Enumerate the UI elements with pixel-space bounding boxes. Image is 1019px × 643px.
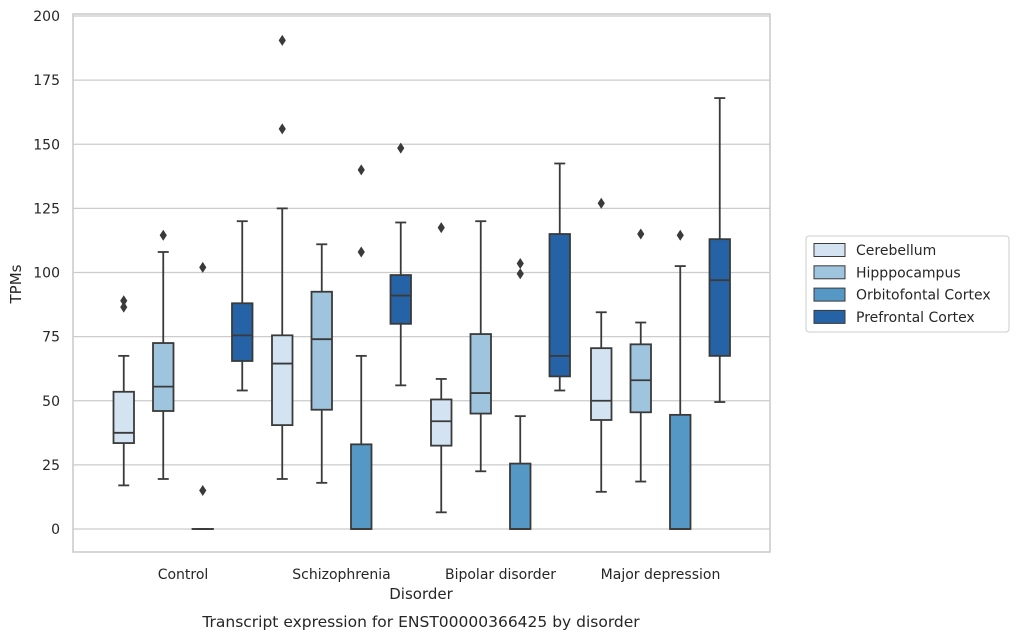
grid-layer xyxy=(73,16,770,529)
legend-swatch xyxy=(814,310,845,323)
legend-swatch xyxy=(814,244,845,257)
box-layer xyxy=(114,35,731,529)
outlier-point xyxy=(279,123,286,134)
box-body xyxy=(153,343,174,411)
x-tick-label: Major depression xyxy=(601,567,721,583)
box-group xyxy=(114,295,135,485)
box-body xyxy=(710,239,731,356)
y-tick-label: 75 xyxy=(42,330,60,346)
y-tick-label: 0 xyxy=(51,522,60,538)
legend-swatch xyxy=(814,288,845,301)
x-tick-label: Control xyxy=(158,567,209,583)
y-tick-label: 150 xyxy=(33,137,60,153)
plot-frame xyxy=(73,14,770,552)
box-group xyxy=(431,222,452,512)
box-body xyxy=(232,303,253,361)
box-group xyxy=(670,230,691,529)
outlier-point xyxy=(637,229,644,240)
x-axis-label: Disorder xyxy=(389,585,453,603)
box-body xyxy=(471,334,492,414)
box-body xyxy=(431,399,452,445)
box-group xyxy=(153,230,174,479)
box-group xyxy=(232,221,253,390)
outlier-point xyxy=(199,485,206,496)
box-body xyxy=(312,292,333,410)
box-group xyxy=(471,221,492,471)
y-tick-label: 50 xyxy=(42,394,60,410)
outlier-point xyxy=(677,230,684,241)
box-group xyxy=(312,244,333,483)
y-tick-label: 200 xyxy=(33,9,60,25)
legend-label: Prefrontal Cortex xyxy=(856,310,975,326)
x-tick-label: Bipolar disorder xyxy=(445,567,556,583)
outlier-point xyxy=(517,268,524,279)
box-body xyxy=(114,392,135,443)
box-body xyxy=(670,415,691,529)
y-tick-label: 25 xyxy=(42,458,60,474)
y-axis-label: TPMs xyxy=(7,264,25,304)
outlier-point xyxy=(517,258,524,269)
y-tick-label: 100 xyxy=(33,266,60,282)
y-tick-labels: 0 25 50 75 100 125 150 175 200 xyxy=(33,9,60,538)
box-body xyxy=(510,464,531,529)
x-tick-label: Schizophrenia xyxy=(292,567,390,583)
legend-label: Cerebellum xyxy=(856,243,936,259)
x-tick-labels: Control Schizophrenia Bipolar disorder Majo… xyxy=(158,567,721,583)
legend-swatch xyxy=(814,266,845,279)
box-body xyxy=(391,275,412,324)
box-group xyxy=(272,35,293,479)
outlier-point xyxy=(279,35,286,46)
outlier-point xyxy=(358,246,365,257)
legend-label: Hipppocampus xyxy=(856,265,961,281)
outlier-point xyxy=(120,295,127,306)
outlier-point xyxy=(598,198,605,209)
outlier-point xyxy=(160,230,167,241)
box-group xyxy=(550,163,571,390)
outlier-point xyxy=(358,164,365,175)
box-body xyxy=(591,348,612,420)
outlier-point xyxy=(438,222,445,233)
legend: Cerebellum Hipppocampus Orbitofontal Corte… xyxy=(806,236,1009,332)
box-group xyxy=(591,198,612,492)
box-group xyxy=(510,258,531,529)
box-group xyxy=(391,143,412,386)
box-group xyxy=(193,262,214,529)
y-tick-label: 125 xyxy=(33,201,60,217)
box-group xyxy=(351,164,372,529)
chart-caption: Transcript expression for ENST0000036642… xyxy=(201,613,640,631)
outlier-point xyxy=(199,262,206,273)
y-tick-label: 175 xyxy=(33,73,60,89)
box-body xyxy=(631,344,652,412)
legend-label: Orbitofontal Cortex xyxy=(856,288,991,304)
box-group xyxy=(631,229,652,482)
box-body xyxy=(272,335,293,425)
box-body xyxy=(351,444,372,529)
